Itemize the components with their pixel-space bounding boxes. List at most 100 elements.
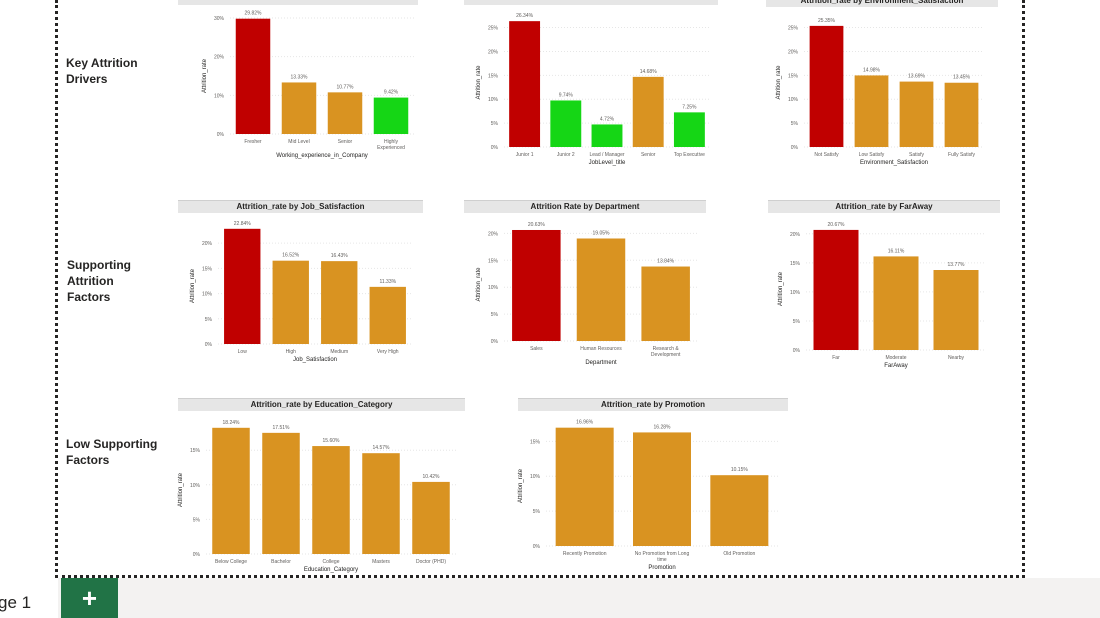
x-tick-label: Junior 2 <box>557 152 575 158</box>
bar <box>933 270 979 350</box>
y-tick-label: 10% <box>202 292 213 298</box>
y-tick-label: 20% <box>488 231 499 237</box>
data-label: 13.77% <box>948 262 966 268</box>
chart-title: Attrition Rate by Department <box>464 200 706 213</box>
y-tick-label: 0% <box>217 132 225 138</box>
y-tick-label: 10% <box>214 93 225 99</box>
x-tick-label: Low Satisfy <box>859 152 885 158</box>
chart-title <box>178 0 418 5</box>
y-tick-label: 0% <box>793 348 801 354</box>
chart-svg: 0% 5% 10% 15% 20% 25% Attrition_rate 25.35% Not … <box>776 18 984 166</box>
bar <box>224 228 261 344</box>
add-page-button[interactable]: + <box>61 578 118 618</box>
data-label: 13.33% <box>291 74 309 80</box>
y-tick-label: 10% <box>488 97 499 103</box>
y-axis-label: Attrition_rate <box>202 58 208 93</box>
bar <box>327 92 363 134</box>
x-axis-label: Job_Satisfaction <box>293 357 337 363</box>
bar <box>212 427 250 554</box>
y-tick-label: 10% <box>488 285 499 291</box>
chart-job-satisfaction[interactable]: Attrition_rate by Job_Satisfaction 0% 5% 10… <box>176 200 424 365</box>
data-label: 16.43% <box>331 253 349 259</box>
data-label: 11.33% <box>379 279 396 285</box>
x-tick-label: Not Satisfy <box>814 152 839 158</box>
y-tick-label: 20% <box>488 49 499 55</box>
bar <box>373 97 409 134</box>
y-tick-label: 0% <box>205 342 213 348</box>
data-label: 13.69% <box>908 74 926 80</box>
x-tick-label: Below College <box>215 559 247 565</box>
y-axis-label: Attrition_rate <box>178 472 184 507</box>
bar <box>873 256 919 350</box>
bar <box>412 481 450 554</box>
y-tick-label: 15% <box>790 261 801 267</box>
bar <box>899 81 934 147</box>
chart-title: Attrition_rate by Environment_Satisfacti… <box>766 0 998 7</box>
page-border-bottom <box>55 575 1025 578</box>
data-label: 14.98% <box>863 67 881 73</box>
y-tick-label: 0% <box>491 339 499 345</box>
y-tick-label: 10% <box>530 474 541 480</box>
chart-svg: 0% 5% 10% 15% 20% Attrition_rate 20.63% Sales 19… <box>476 222 698 366</box>
x-axis-label: Environment_Satisfaction <box>860 160 928 166</box>
y-tick-label: 5% <box>793 319 801 325</box>
bar <box>854 75 889 147</box>
section-label-low-supporting: Low Supporting Factors <box>66 437 158 467</box>
x-tick-label: Low <box>238 349 248 355</box>
y-tick-label: 20% <box>788 49 799 55</box>
bar <box>281 82 317 134</box>
data-label: 10.15% <box>731 467 749 473</box>
x-tick-label: High <box>286 349 297 355</box>
y-axis-label: Attrition_rate <box>518 468 524 503</box>
x-tick-label: Development <box>651 352 681 358</box>
y-tick-label: 25% <box>488 26 499 32</box>
x-axis-label: Promotion <box>648 565 675 571</box>
chart-svg: 0% 5% 10% 15% Attrition_rate 18.24% Below Coll… <box>178 420 456 573</box>
chart-promotion[interactable]: Attrition_rate by Promotion 0% 5% 10% 15% Att… <box>516 398 788 576</box>
y-tick-label: 5% <box>791 121 799 127</box>
data-label: 18.24% <box>223 420 241 426</box>
y-axis-label: Attrition_rate <box>776 65 782 100</box>
y-tick-label: 15% <box>788 73 799 79</box>
chart-faraway[interactable]: Attrition_rate by FarAway 0% 5% 10% 15% 20% At… <box>766 200 1000 370</box>
data-label: 14.68% <box>640 69 658 75</box>
bar <box>632 76 664 147</box>
x-tick-label: Satisfy <box>909 152 925 158</box>
chart-title <box>464 0 718 5</box>
x-tick-label: Human Resources <box>580 346 622 352</box>
y-tick-label: 30% <box>214 16 225 22</box>
bar <box>272 260 309 344</box>
bar <box>369 286 406 344</box>
data-label: 4.72% <box>600 116 615 122</box>
page-tab[interactable] <box>0 578 58 618</box>
data-label: 20.67% <box>828 222 846 228</box>
data-label: 15.60% <box>323 438 341 444</box>
chart-working-experience[interactable]: 0% 10% 20% 30% Attrition_rate 29.82% Fresher 13… <box>176 0 419 165</box>
y-tick-label: 0% <box>193 552 201 558</box>
x-tick-label: Junior 1 <box>516 152 534 158</box>
bar <box>262 432 300 554</box>
y-tick-label: 5% <box>491 121 499 127</box>
x-axis-label: FarAway <box>884 363 908 369</box>
x-tick-label: Recently Promotion <box>563 551 607 557</box>
chart-education-category[interactable]: Attrition_rate by Education_Category 0% 5%… <box>176 398 466 576</box>
chart-job-level[interactable]: 0% 5% 10% 15% 20% 25% Attrition_rate 26.34% Juni… <box>462 0 720 166</box>
chart-environment-satisfaction[interactable]: Attrition_rate by Environment_Satisfacti… <box>764 0 998 166</box>
bar <box>633 432 691 546</box>
y-tick-label: 0% <box>791 145 799 151</box>
data-label: 16.96% <box>576 420 594 426</box>
chart-title: Attrition_rate by FarAway <box>768 200 1000 213</box>
page-tab-label[interactable]: ge 1 <box>0 593 32 612</box>
x-axis-label: Education_Category <box>304 567 358 573</box>
x-tick-label: Senior <box>338 139 353 145</box>
data-label: 9.42% <box>384 90 399 96</box>
data-label: 19.05% <box>593 230 611 236</box>
page-border-right <box>1022 0 1025 578</box>
data-label: 25.35% <box>818 18 836 24</box>
x-tick-label: Senior <box>641 152 656 158</box>
page-border-left <box>55 0 58 578</box>
chart-svg: 0% 5% 10% 15% 20% Attrition_rate 20.67% Far 16.1… <box>778 222 986 369</box>
chart-department[interactable]: Attrition Rate by Department 0% 5% 10% 15% 20… <box>462 200 708 370</box>
y-tick-label: 15% <box>530 439 541 445</box>
bar <box>312 446 350 554</box>
